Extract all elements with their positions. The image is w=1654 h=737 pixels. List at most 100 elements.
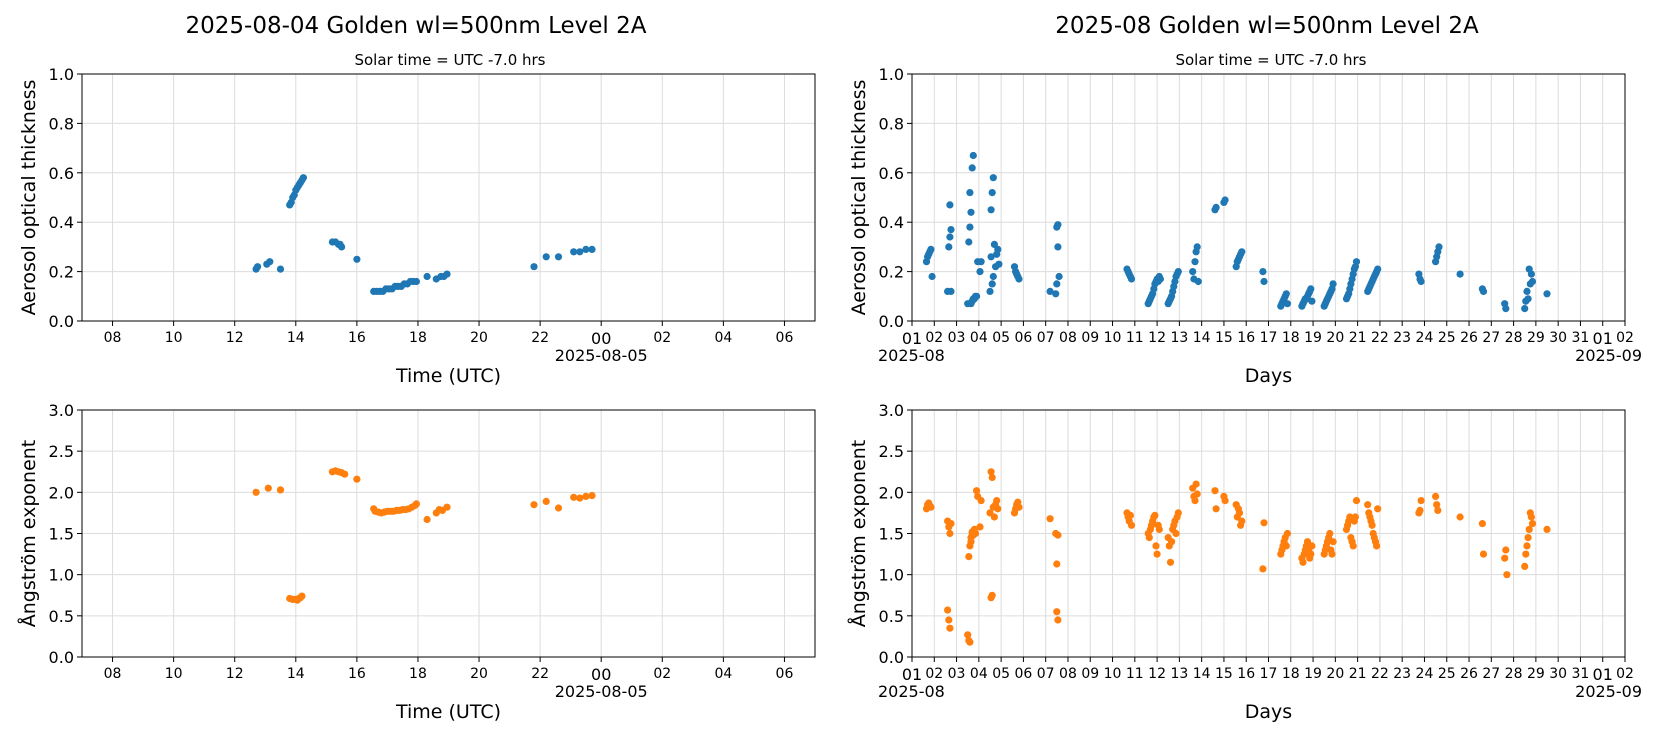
x-tick-label: 19 (1304, 666, 1322, 682)
x-tick-label: 23 (1393, 666, 1411, 682)
data-point (1307, 550, 1315, 558)
data-point (1456, 513, 1464, 521)
data-point (1524, 295, 1532, 303)
data-point (576, 248, 584, 256)
data-point (1543, 290, 1551, 298)
y-tick-label: 2.0 (879, 483, 904, 502)
data-point (1416, 506, 1424, 514)
data-point (412, 500, 420, 508)
data-point (1523, 542, 1531, 550)
y-tick-label: 0.5 (49, 607, 74, 626)
x-tick-label: 20 (1326, 330, 1344, 346)
data-point (1528, 520, 1537, 528)
data-point (588, 245, 596, 253)
data-point (423, 272, 431, 281)
data-point (1299, 558, 1307, 566)
x-tick-label: 01 (1593, 329, 1613, 348)
x-tick-label: 18 (1282, 330, 1300, 346)
x-tick-label: 15 (1215, 330, 1233, 346)
data-point (1434, 506, 1442, 514)
data-point (976, 523, 984, 531)
data-point (1238, 248, 1246, 256)
x-tick-label: 01 (902, 665, 922, 684)
data-point (1194, 277, 1202, 286)
x-tick-label: 16 (1237, 666, 1255, 682)
data-point (1238, 517, 1246, 525)
data-point (1521, 305, 1529, 313)
y-tick-label: 0.0 (49, 312, 74, 331)
plot-monthly-angstrom: 0.00.51.01.52.02.53.001 02 03 04 05 06 07 08 09 1… (847, 401, 1642, 723)
x-tick-label: 01 (1593, 665, 1613, 684)
axes-frame (81, 73, 816, 322)
data-point (1329, 280, 1337, 288)
data-point (966, 223, 974, 231)
data-point (1326, 529, 1334, 538)
data-point (987, 206, 995, 214)
data-point (988, 280, 996, 288)
data-point (977, 497, 985, 505)
data-point (966, 189, 974, 197)
y-tick-label: 3.0 (49, 401, 74, 420)
y-tick-label: 0.8 (879, 114, 904, 133)
data-point (1329, 538, 1337, 546)
x-tick-label: 05 (992, 666, 1010, 682)
y-tick-label: 1.0 (49, 65, 74, 84)
x-tick-label: 29 (1527, 666, 1545, 682)
data-point (1212, 203, 1220, 211)
x-tick-label: 16 (348, 666, 366, 682)
data-point (969, 151, 977, 160)
data-point (1521, 562, 1529, 571)
data-point (977, 258, 985, 266)
x-tick-label: 30 (1549, 330, 1567, 346)
x-end-date-label: 2025-09 (1575, 682, 1642, 701)
x-tick-label: 06 (776, 330, 794, 346)
data-point (1193, 243, 1201, 251)
data-point (989, 174, 997, 182)
data-point (971, 529, 980, 538)
x-offset-date-label: 2025-08-05 (555, 346, 648, 365)
data-point (1543, 525, 1551, 534)
data-point (1479, 550, 1488, 558)
data-point (1307, 285, 1315, 293)
x-end-date-label: 2025-09 (1575, 346, 1642, 365)
plot-daily-aod: 0.0 0.2 0.4 0.6 0.8 1.0 08 10 12 14 16 18 20 22 00 02 04… (18, 65, 816, 387)
data-point (928, 272, 936, 281)
x-tick-label: 02 (1616, 330, 1634, 346)
x-tick-label: 23 (1393, 330, 1411, 346)
data-point (965, 553, 973, 561)
data-point (1503, 571, 1511, 579)
x-tick-label: 06 (1014, 666, 1032, 682)
data-point (542, 497, 550, 505)
x-tick-label: 07 (1037, 666, 1055, 682)
x-tick-label: 31 (1572, 666, 1590, 682)
x-tick-label: 14 (287, 666, 305, 682)
y-tick-label: 1.0 (879, 65, 904, 84)
x-tick-label: 24 (1416, 666, 1434, 682)
x-tick-label: 22 (531, 666, 549, 682)
x-tick-label: 03 (948, 330, 966, 346)
x-axis-label: Days (1245, 701, 1292, 723)
data-point (966, 638, 974, 646)
y-tick-label: 0.0 (49, 648, 74, 667)
data-point (582, 245, 590, 253)
x-tick-label: 20 (470, 666, 488, 682)
x-tick-label: 13 (1170, 666, 1188, 682)
y-tick-label: 0.4 (49, 213, 74, 232)
data-point (1373, 542, 1381, 550)
data-point (927, 245, 935, 253)
data-point (1283, 300, 1291, 308)
data-point (582, 492, 590, 500)
x-tick-label: 25 (1438, 330, 1456, 346)
x-tick-label: 06 (776, 666, 794, 682)
x-tick-label: 16 (1237, 330, 1255, 346)
x-tick-label: 27 (1482, 330, 1500, 346)
x-tick-label: 04 (714, 666, 732, 682)
data-point (530, 263, 538, 271)
x-tick-label: 08 (104, 666, 122, 682)
data-point (1502, 546, 1510, 554)
data-point (1478, 520, 1486, 528)
x-tick-label: 16 (348, 330, 366, 346)
x-tick-label: 09 (1081, 666, 1099, 682)
x-tick-label: 02 (925, 666, 943, 682)
data-point (338, 243, 346, 251)
